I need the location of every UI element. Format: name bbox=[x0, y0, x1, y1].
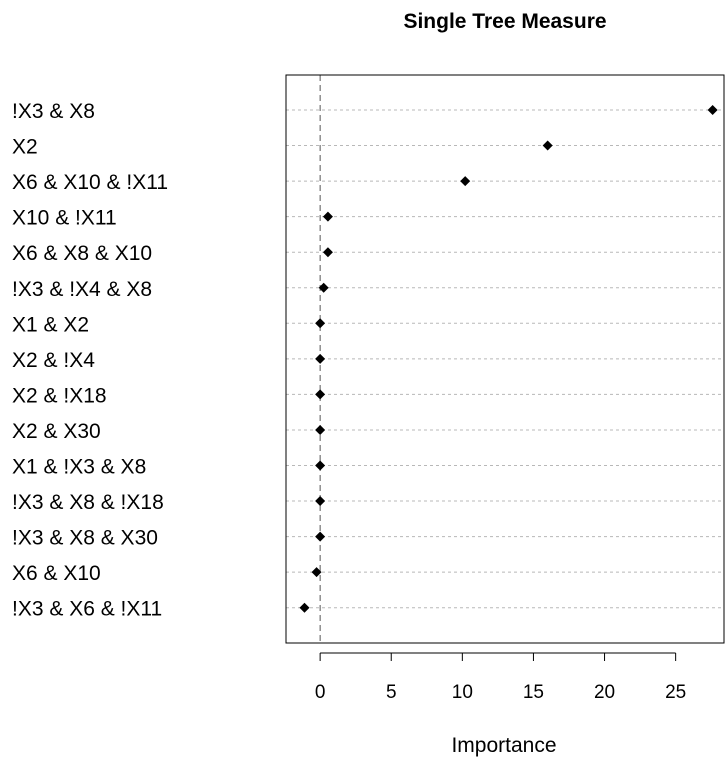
data-point bbox=[315, 531, 326, 542]
category-label: !X3 & X8 & !X18 bbox=[12, 491, 164, 514]
category-label: !X3 & X8 & X30 bbox=[12, 527, 158, 550]
category-label: X1 & !X3 & X8 bbox=[12, 456, 146, 479]
data-point bbox=[315, 424, 326, 435]
category-label: X2 & X30 bbox=[12, 420, 101, 443]
chart-title: Single Tree Measure bbox=[403, 10, 606, 33]
category-label: X6 & X10 bbox=[12, 562, 101, 585]
category-label: X2 bbox=[12, 136, 38, 159]
x-tick-label: 5 bbox=[386, 682, 397, 703]
category-label: X2 & !X18 bbox=[12, 384, 107, 407]
data-point bbox=[315, 496, 326, 507]
category-label: X6 & X8 & X10 bbox=[12, 242, 152, 265]
data-point bbox=[460, 176, 471, 187]
data-point bbox=[311, 567, 322, 578]
category-label: !X3 & X6 & !X11 bbox=[12, 598, 162, 621]
data-point bbox=[707, 105, 718, 115]
category-labels: !X3 & X8 X2 X6 & X10 & !X11 X10 & !X11 X6 & … bbox=[12, 100, 168, 621]
data-point bbox=[322, 211, 333, 222]
data-point bbox=[299, 602, 310, 613]
x-axis: 0 5 10 15 20 25 bbox=[315, 652, 686, 703]
x-tick-label: 10 bbox=[452, 682, 473, 703]
data-point bbox=[542, 140, 553, 151]
x-tick-label: 20 bbox=[594, 682, 615, 703]
category-label: X10 & !X11 bbox=[12, 207, 117, 230]
data-point bbox=[315, 460, 326, 471]
data-point bbox=[315, 318, 326, 329]
category-label: X6 & X10 & !X11 bbox=[12, 171, 168, 194]
data-points bbox=[299, 105, 718, 613]
plot-frame bbox=[285, 74, 725, 644]
category-label: !X3 & !X4 & X8 bbox=[12, 278, 152, 301]
data-point bbox=[318, 282, 329, 293]
category-label: X2 & !X4 bbox=[12, 349, 95, 372]
category-label: X1 & X2 bbox=[12, 313, 89, 336]
x-axis-title: Importance bbox=[451, 734, 556, 757]
x-tick-label: 25 bbox=[665, 682, 686, 703]
data-point bbox=[315, 353, 326, 364]
category-label: !X3 & X8 bbox=[12, 100, 95, 123]
x-tick-label: 15 bbox=[523, 682, 544, 703]
grid-lines bbox=[286, 109, 724, 609]
x-tick-label: 0 bbox=[315, 682, 326, 703]
data-point bbox=[322, 247, 333, 258]
data-point bbox=[315, 389, 326, 400]
